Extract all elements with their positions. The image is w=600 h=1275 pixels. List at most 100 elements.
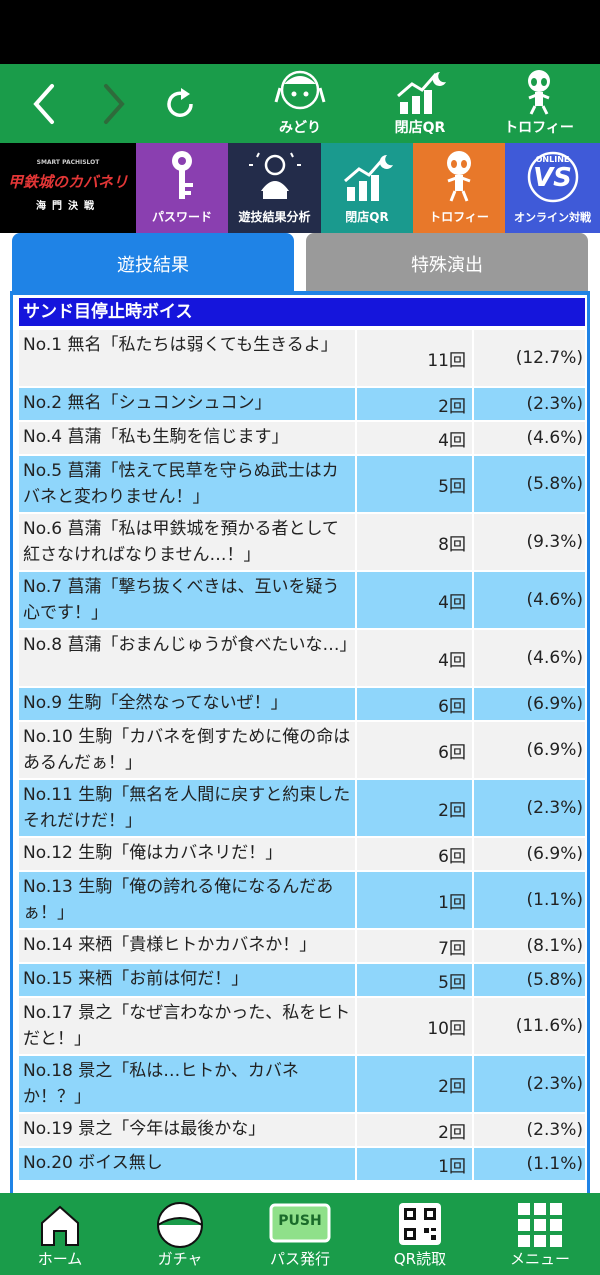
closing-qr-tile[interactable]: 閉店QR [321,143,413,233]
voice-name-cell: No.10 生駒「カバネを倒すために俺の命はあるんだぁ！」 [19,722,357,778]
voice-count-cell: 10回 [357,998,474,1054]
voice-name-cell: No.8 菖蒲「おまんじゅうが食べたいな…」 [19,630,357,686]
forward-button[interactable] [82,64,142,143]
menu-button[interactable]: メニュー [480,1193,600,1275]
qr-read-label: QR読取 [393,1250,447,1268]
voice-percent-cell: (2.3%) [526,394,583,414]
reload-button[interactable] [150,64,210,143]
key-icon [172,151,193,199]
tab-play-result[interactable]: 遊技結果 [12,233,294,295]
voice-count-cell: 6回 [357,722,474,778]
voice-count-cell: 4回 [357,422,474,454]
voice-name-cell: No.17 景之「なぜ言わなかった、私をヒトだと！」 [19,998,357,1054]
voice-count-cell: 1回 [357,872,474,928]
game-logo-tile[interactable]: SMART PACHISLOT 甲鉄城のカバネリ 海門決戦 [0,143,136,233]
voice-name-cell: No.12 生駒「俺はカバネリだ！」 [19,838,357,870]
voice-name-cell: No.5 菖蒲「怯えて民草を守らぬ武士はカバネと変わりません！」 [19,456,357,512]
voice-name-cell: No.2 無名「シュコンシュコン」 [19,388,357,420]
voice-name-cell: No.4 菖蒲「私も生駒を信じます」 [19,422,357,454]
trophy-tile[interactable]: トロフィー [413,143,505,233]
result-panel: サンド目停止時ボイス No.1 無名「私たちは弱くても生きるよ」 11回 (12.7… [10,295,590,1193]
status-bar [0,0,600,64]
voice-count-cell: 1回 [357,1148,474,1180]
vs-online-text: ONLINE [535,155,570,164]
midori-button[interactable]: みどり [255,64,345,143]
alien-figure-icon [447,151,471,202]
online-battle-tile[interactable]: ONLINE VS オンライン対戦 [505,143,600,233]
person-analysis-icon [248,152,301,199]
voice-percent-cell: (8.1%) [526,936,583,956]
voice-count-cell: 5回 [357,456,474,512]
voice-percent-cell: (12.7%) [515,348,583,368]
voice-count-cell: 6回 [357,838,474,870]
voice-count-cell: 4回 [357,572,474,628]
analysis-label: 遊技結果分析 [238,210,311,224]
password-label: パスワード [151,210,212,224]
trophy-button[interactable]: トロフィー [494,64,584,143]
alien-figure-icon [528,70,550,115]
analysis-tile[interactable]: 遊技結果分析 [228,143,321,233]
table-row: No.11 生駒「無名を人間に戻すと約束した それだけだ！」 2回 (2.3%) [19,780,585,836]
bottom-nav: ホーム ガチャ PUSH パス発行 QR読取 [0,1193,600,1275]
voice-name-cell: No.18 景之「私は…ヒトか、カバネか！？」 [19,1056,357,1112]
table-row: No.1 無名「私たちは弱くても生きるよ」 11回 (12.7%) [19,330,585,386]
logo-title: 甲鉄城のカバネリ [7,173,128,191]
table-row: No.7 菖蒲「撃ち抜くべきは、互いを疑う心です！」 4回 (4.6%) [19,572,585,628]
home-button[interactable]: ホーム [0,1193,120,1275]
voice-count-cell: 6回 [357,688,474,720]
table-row: No.5 菖蒲「怯えて民草を守らぬ武士はカバネと変わりません！」 5回 (5.8%) [19,456,585,512]
pass-issue-button[interactable]: PUSH パス発行 [240,1193,360,1275]
voice-percent-cell: (9.3%) [526,532,583,552]
voice-name-cell: No.13 生駒「俺の誇れる俺になるんだあぁ！」 [19,872,357,928]
pass-issue-label: パス発行 [269,1250,330,1268]
voice-percent-cell: (2.3%) [526,798,583,818]
voice-percent-cell: (4.6%) [526,428,583,448]
closing-qr-button[interactable]: 閉店QR [375,64,465,143]
home-icon [41,1205,79,1246]
password-tile[interactable]: パスワード [136,143,228,233]
voice-percent-cell: (1.1%) [526,1154,583,1174]
table-row: No.2 無名「シュコンシュコン」 2回 (2.3%) [19,388,585,420]
push-badge-icon [269,1203,331,1243]
chart-moon-icon [344,154,393,201]
midori-label: みどり [279,120,321,136]
table-row: No.6 菖蒲「私は甲鉄城を預かる者として紅さなければなりません…！」 8回 (9.… [19,514,585,570]
voice-percent-cell: (5.8%) [526,474,583,494]
gacha-label: ガチャ [157,1250,203,1268]
table-row: No.18 景之「私は…ヒトか、カバネか！？」 2回 (2.3%) [19,1056,585,1112]
voice-percent-cell: (4.6%) [526,648,583,668]
tab-bar: 遊技結果 特殊演出 [0,233,600,295]
gacha-button[interactable]: ガチャ [120,1193,240,1275]
voice-count-cell: 4回 [357,630,474,686]
voice-name-cell: No.19 景之「今年は最後かな」 [19,1114,357,1146]
table-row: No.10 生駒「カバネを倒すために俺の命はあるんだぁ！」 6回 (6.9%) [19,722,585,778]
table-row: No.19 景之「今年は最後かな」 2回 (2.3%) [19,1114,585,1146]
table-row: No.13 生駒「俺の誇れる俺になるんだあぁ！」 1回 (1.1%) [19,872,585,928]
online-label: オンライン対戦 [514,211,591,224]
voice-percent-cell: (2.3%) [526,1120,583,1140]
reload-icon [167,88,193,117]
tab-special-effects[interactable]: 特殊演出 [306,233,588,295]
grid-menu-icon [518,1203,562,1247]
push-text: PUSH [278,1213,322,1229]
voice-count-cell: 2回 [357,780,474,836]
voice-percent-cell: (1.1%) [526,890,583,910]
chart-moon-icon [397,71,446,114]
qr-read-button[interactable]: QR読取 [360,1193,480,1275]
logo-subtitle: 海門決戦 [36,201,100,212]
voice-count-cell: 8回 [357,514,474,570]
chevron-right-icon [104,84,125,124]
table-row: No.17 景之「なぜ言わなかった、私をヒトだと！」 10回 (11.6%) [19,998,585,1054]
trophy-label: トロフィー [504,120,574,136]
voice-percent-cell: (11.6%) [515,1016,583,1036]
voice-name-cell: No.6 菖蒲「私は甲鉄城を預かる者として紅さなければなりません…！」 [19,514,357,570]
table-row: No.15 来栖「お前は何だ！」 5回 (5.8%) [19,964,585,996]
voice-name-cell: No.7 菖蒲「撃ち抜くべきは、互いを疑う心です！」 [19,572,357,628]
voice-name-cell: No.14 来栖「貴様ヒトかカバネか！」 [19,930,357,962]
voice-name-cell: No.1 無名「私たちは弱くても生きるよ」 [19,330,357,386]
back-button[interactable] [14,64,74,143]
voice-percent-cell: (4.6%) [526,590,583,610]
main-content: 遊技結果 特殊演出 サンド目停止時ボイス No.1 無名「私たちは弱くても生きる… [0,233,600,1193]
voice-name-cell: No.20 ボイス無し [19,1148,357,1180]
table-row: No.8 菖蒲「おまんじゅうが食べたいな…」 4回 (4.6%) [19,630,585,686]
